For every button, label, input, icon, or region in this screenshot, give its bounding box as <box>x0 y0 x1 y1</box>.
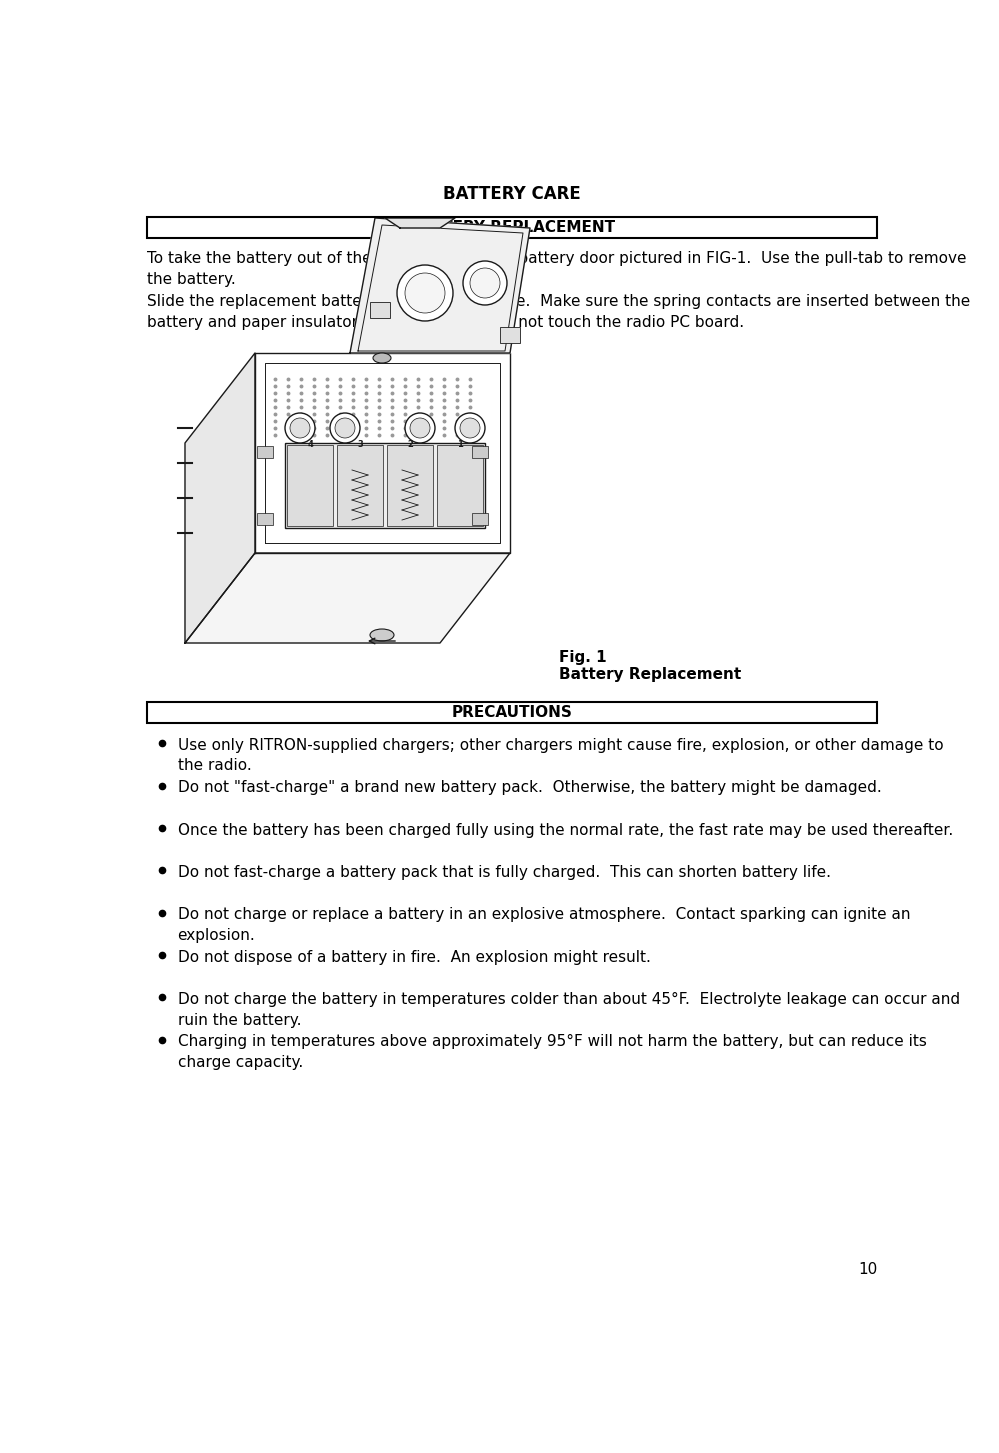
Bar <box>500 327 520 343</box>
Polygon shape <box>185 554 510 644</box>
Circle shape <box>463 262 507 305</box>
Bar <box>370 302 390 318</box>
Polygon shape <box>255 353 510 554</box>
Text: 1: 1 <box>458 440 463 449</box>
Polygon shape <box>350 218 530 353</box>
Text: 10: 10 <box>858 1263 877 1277</box>
Text: Do not charge the battery in temperatures colder than about 45°F.  Electrolyte l: Do not charge the battery in temperature… <box>178 992 960 1027</box>
Text: 4: 4 <box>307 440 313 449</box>
Text: Use only RITRON-supplied chargers; other chargers might cause fire, explosion, o: Use only RITRON-supplied chargers; other… <box>178 738 943 773</box>
Bar <box>472 513 488 525</box>
Polygon shape <box>385 218 455 228</box>
Bar <box>257 446 273 458</box>
Circle shape <box>405 413 435 443</box>
Text: 3: 3 <box>357 440 363 449</box>
Text: Fig. 1: Fig. 1 <box>558 651 606 665</box>
Bar <box>387 445 433 526</box>
Bar <box>285 443 485 527</box>
Circle shape <box>285 413 315 443</box>
Bar <box>147 216 877 237</box>
Text: BATTERY REPLACEMENT: BATTERY REPLACEMENT <box>409 219 615 234</box>
Circle shape <box>410 418 430 437</box>
Circle shape <box>335 418 355 437</box>
Ellipse shape <box>373 353 391 363</box>
Bar <box>257 513 273 525</box>
Circle shape <box>460 418 480 437</box>
Bar <box>337 445 383 526</box>
Circle shape <box>470 267 500 298</box>
Circle shape <box>290 418 310 437</box>
Bar <box>287 445 333 526</box>
Text: 2: 2 <box>407 440 413 449</box>
Text: PRECAUTIONS: PRECAUTIONS <box>452 705 572 719</box>
Text: Do not "fast-charge" a brand new battery pack.  Otherwise, the battery might be : Do not "fast-charge" a brand new battery… <box>178 780 881 795</box>
Circle shape <box>405 273 445 312</box>
Text: Do not fast-charge a battery pack that is fully charged.  This can shorten batte: Do not fast-charge a battery pack that i… <box>178 865 830 881</box>
Circle shape <box>330 413 360 443</box>
Text: Slide the replacement battery into the radio case.  Make sure the spring contact: Slide the replacement battery into the r… <box>147 295 970 330</box>
Polygon shape <box>185 353 255 644</box>
Bar <box>437 445 483 526</box>
Text: Once the battery has been charged fully using the normal rate, the fast rate may: Once the battery has been charged fully … <box>178 822 953 838</box>
Bar <box>472 446 488 458</box>
Text: Charging in temperatures above approximately 95°F will not harm the battery, but: Charging in temperatures above approxima… <box>178 1035 926 1069</box>
Text: Do not dispose of a battery in fire.  An explosion might result.: Do not dispose of a battery in fire. An … <box>178 950 650 965</box>
Bar <box>147 702 877 722</box>
Ellipse shape <box>370 629 394 641</box>
Text: Battery Replacement: Battery Replacement <box>558 667 741 681</box>
Circle shape <box>455 413 485 443</box>
Text: To take the battery out of the radio, remove the battery door pictured in FIG-1.: To take the battery out of the radio, re… <box>147 251 966 288</box>
Text: Do not charge or replace a battery in an explosive atmosphere.  Contact sparking: Do not charge or replace a battery in an… <box>178 908 910 943</box>
Circle shape <box>397 264 453 321</box>
Text: BATTERY CARE: BATTERY CARE <box>444 185 580 203</box>
